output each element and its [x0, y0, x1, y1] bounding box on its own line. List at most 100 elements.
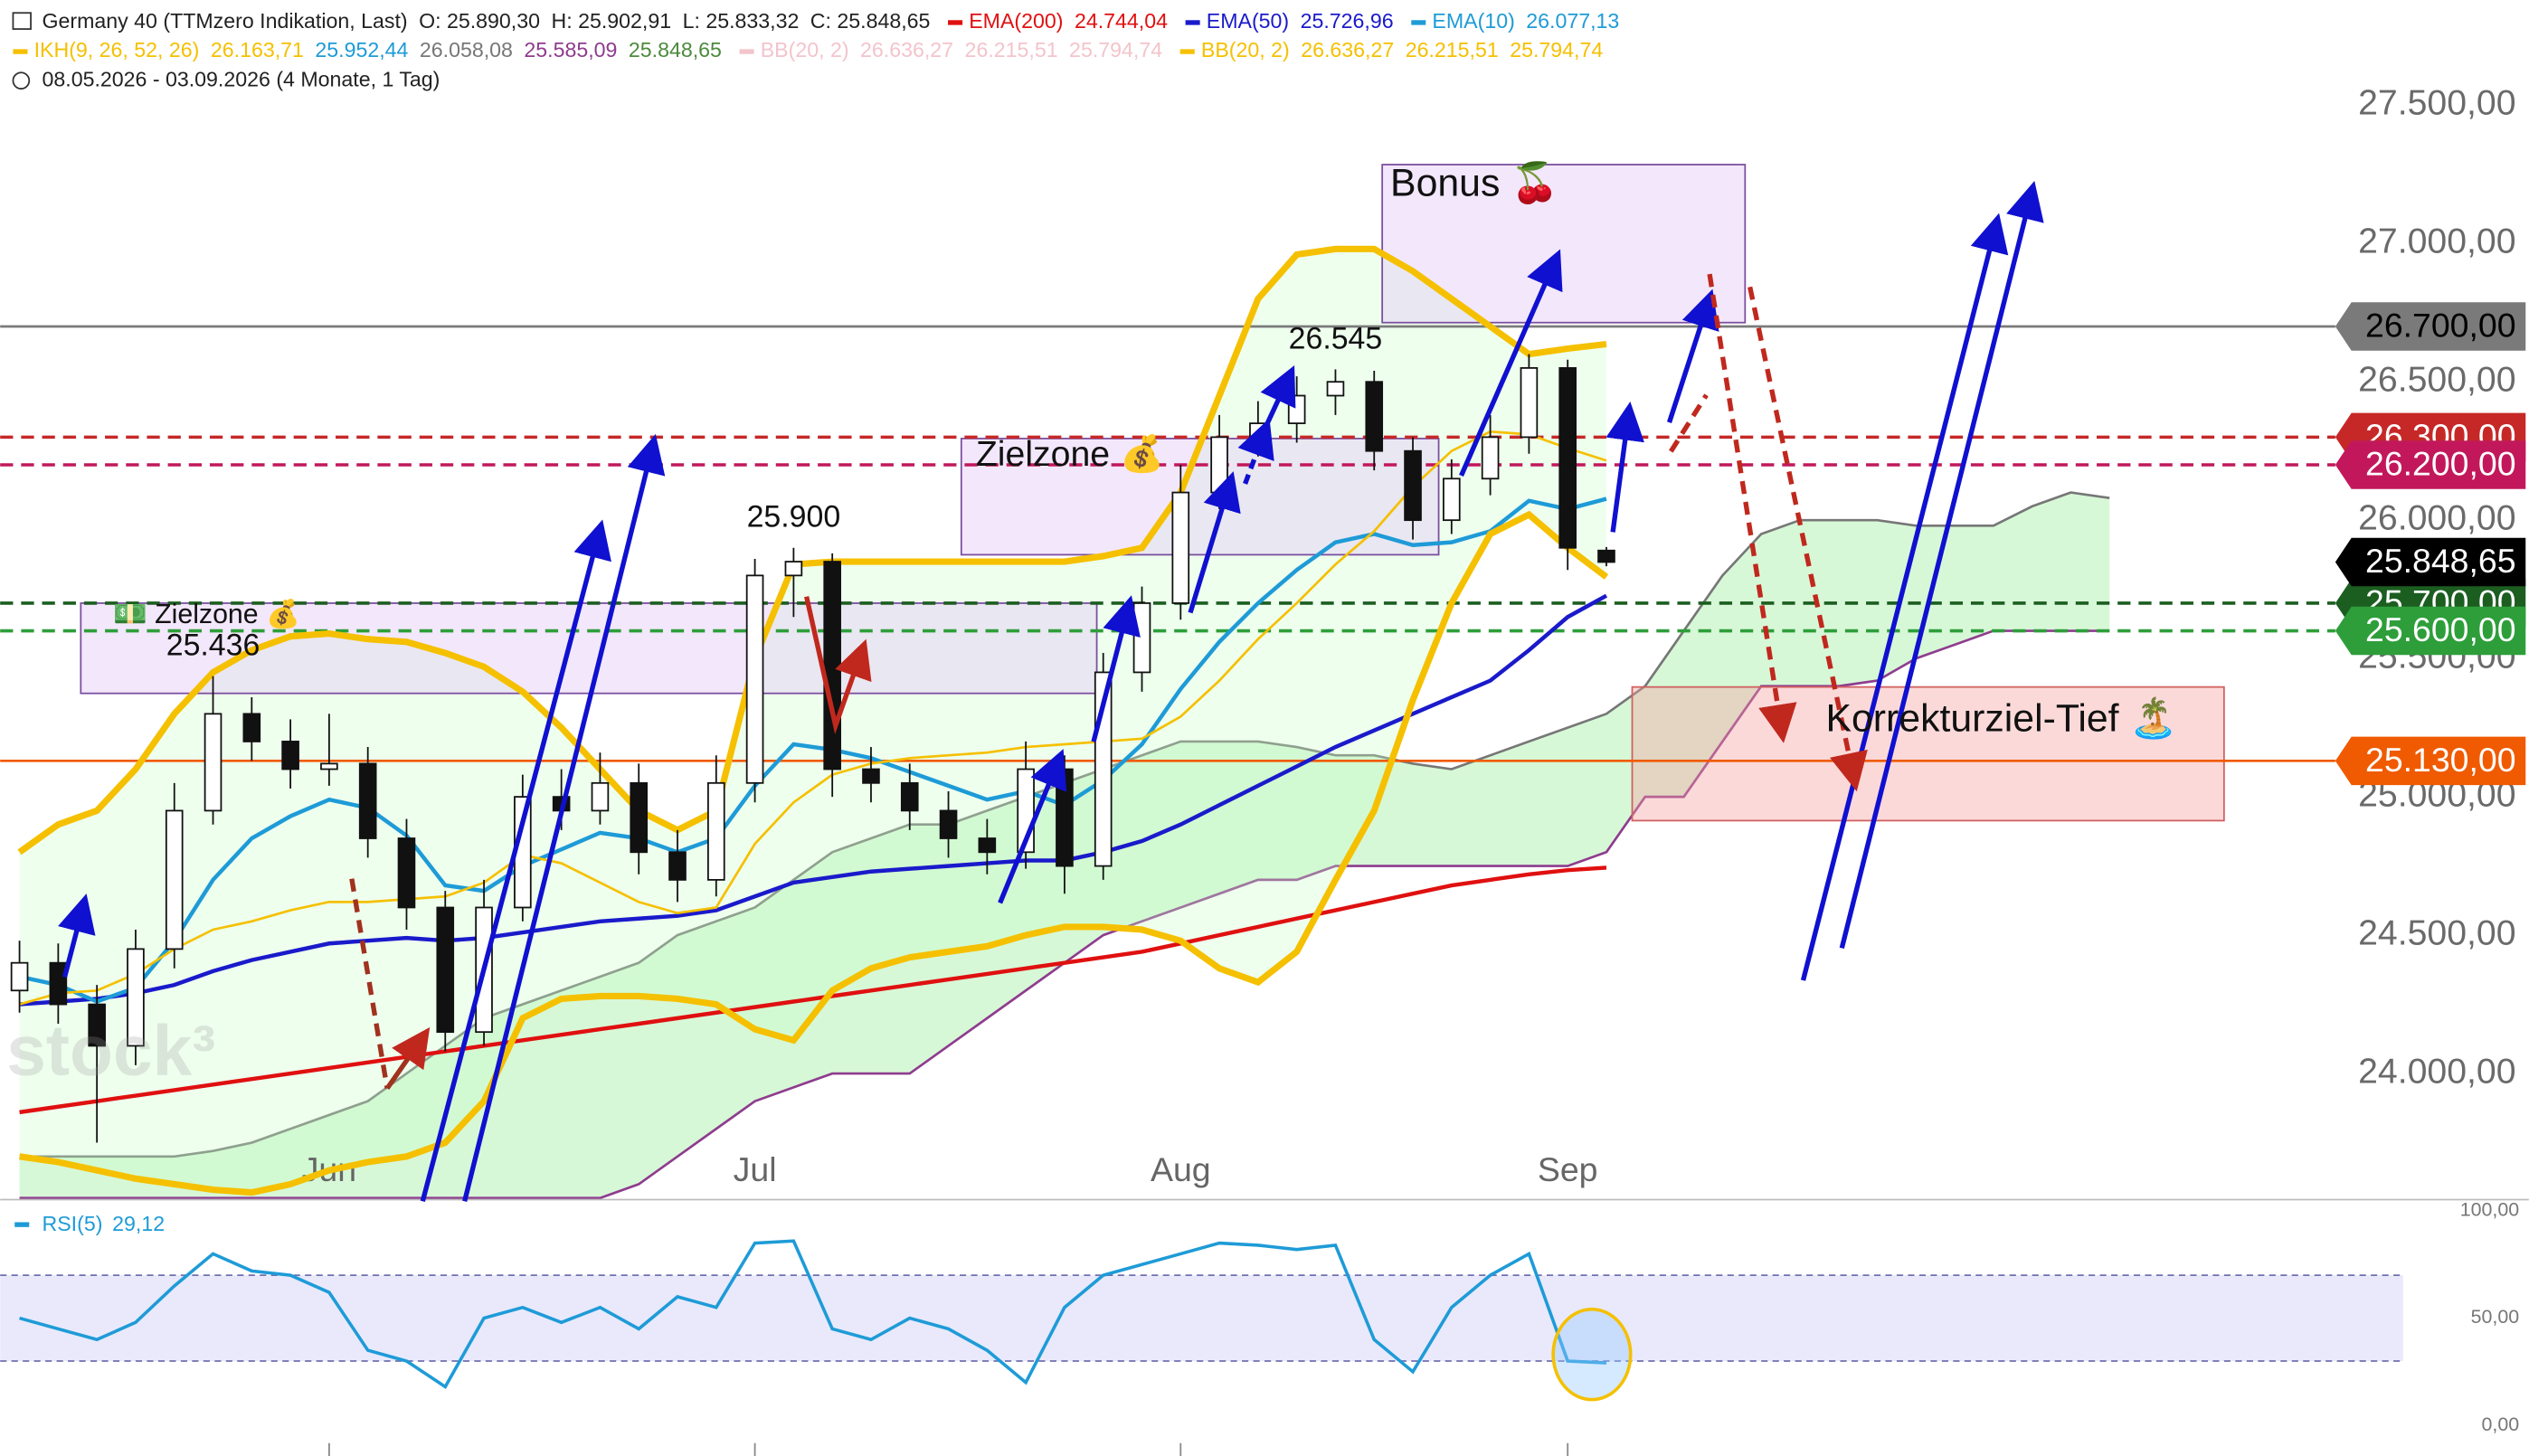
level-box: [2335, 606, 2526, 656]
candle-body: [320, 762, 338, 771]
candle-body: [630, 781, 649, 854]
arrows: [58, 181, 2044, 1402]
ohlc-value: L: 25.833,32: [683, 9, 800, 33]
indicator-value: 26.215,51: [965, 38, 1058, 61]
candle-body: [1365, 381, 1384, 452]
legend-name: EMA(10): [1432, 9, 1514, 33]
level-label: 25.130,00: [2365, 741, 2516, 779]
y-tick-label: 24.000,00: [2358, 1051, 2515, 1091]
level-box: [2335, 302, 2526, 351]
candle-body: [1558, 367, 1577, 549]
watermark: stock³: [6, 1011, 215, 1091]
level-label: 26.200,00: [2365, 445, 2516, 483]
instrument: Germany 40 (TTMzero Indikation, Last): [43, 9, 408, 33]
date-range: 08.05.2026 - 03.09.2026 (4 Monate, 1 Tag…: [43, 67, 440, 90]
rsi-legend: 29,12: [112, 1212, 165, 1235]
level-box: [2335, 537, 2526, 587]
level-box: [2335, 440, 2526, 489]
candle-body: [127, 948, 145, 1047]
candle-body: [1171, 491, 1190, 604]
ema-line: [19, 865, 1607, 1115]
level-label: 25.848,65: [2365, 542, 2516, 580]
candle-body: [591, 781, 610, 812]
candle-body: [204, 713, 223, 812]
ema-line: [19, 496, 1607, 1004]
indicator-value: 26.636,27: [860, 38, 953, 61]
candle-body: [706, 781, 725, 881]
legend-swatch: [14, 1222, 30, 1227]
clock-icon: [12, 71, 31, 90]
level-label: 25.600,00: [2365, 610, 2516, 648]
legend-value: 26.077,13: [1526, 9, 1619, 33]
candle-body: [358, 762, 377, 839]
y-tick-label: 24.500,00: [2358, 912, 2515, 952]
level-label: 26.700,00: [2365, 307, 2516, 345]
candle-body: [1287, 394, 1306, 424]
legend-name: EMA(200): [969, 9, 1063, 33]
candle-body: [668, 851, 687, 881]
rsi-legend: RSI(5): [43, 1212, 103, 1235]
candle-body: [900, 781, 919, 812]
y-tick-label: 26.000,00: [2358, 498, 2515, 538]
indicator-value: 26.058,08: [420, 38, 513, 61]
candle-body: [1132, 602, 1151, 674]
candle-body: [1404, 449, 1422, 522]
level-box: [2335, 736, 2526, 786]
candle-body: [862, 768, 880, 784]
bb-upper: [17, 245, 1607, 856]
legend-value: 25.726,96: [1301, 9, 1394, 33]
chart-icon: [12, 12, 32, 30]
candle-body: [397, 837, 416, 909]
legend-value: 24.744,04: [1075, 9, 1168, 33]
candle-body: [242, 713, 261, 742]
indicator-value: 25.952,44: [315, 38, 408, 61]
indicator-value: 25.794,74: [1069, 38, 1162, 61]
x-tick-label: Jul: [734, 1150, 777, 1188]
zone-label: Korrekturziel-Tief 🏝️: [1825, 695, 2177, 740]
indicator-value: 26.163,71: [211, 38, 304, 61]
candle-body: [1326, 381, 1345, 397]
candle-body: [436, 906, 455, 1034]
candle-body: [1597, 549, 1615, 563]
x-tick-label: Sep: [1538, 1150, 1598, 1188]
indicator-value: 25.585,09: [524, 38, 617, 61]
candle-body: [10, 961, 29, 992]
candle-body: [1443, 477, 1461, 522]
rsi-tick-label: 50,00: [2471, 1306, 2520, 1328]
rsi-tick-label: 100,00: [2460, 1199, 2519, 1221]
legend-value: 25.794,74: [1510, 38, 1603, 61]
candle-body: [1481, 436, 1500, 480]
zone-label: Zielzone 💰: [976, 433, 1164, 475]
legend-swatch: [948, 20, 963, 25]
candle-body: [745, 574, 764, 784]
candle-body: [165, 809, 184, 950]
high-annotation: 25.900: [747, 500, 841, 534]
candle-body: [1520, 367, 1539, 439]
zone-label: 💵 Zielzone 💰: [113, 598, 300, 630]
candle-body: [939, 809, 958, 839]
zone-label: Bonus 🍒: [1390, 160, 1558, 205]
legend-swatch: [1185, 20, 1200, 25]
rsi-line: [19, 1239, 1607, 1389]
indicator-name: BB(20, 2): [761, 38, 849, 61]
y-tick-label: 26.500,00: [2358, 360, 2515, 400]
legend-swatch: [739, 49, 754, 54]
legend-value: 26.636,27: [1301, 38, 1394, 61]
candle-body: [49, 961, 68, 1006]
legend-name: BB(20, 2): [1201, 38, 1290, 61]
rsi-tick-label: 0,00: [2482, 1413, 2520, 1435]
candle-body: [281, 741, 299, 771]
rsi-band: [0, 1275, 2403, 1361]
legend-name: EMA(50): [1207, 9, 1289, 33]
zone: [1631, 685, 2225, 822]
indicator-name: IKH(9, 26, 52, 26): [34, 38, 200, 61]
ema-line: [19, 593, 1608, 1007]
ohlc-value: O: 25.890,30: [419, 9, 540, 33]
ohlc-value: C: 25.848,65: [810, 9, 931, 33]
bb-middle: [19, 430, 1607, 1006]
legend-swatch: [13, 49, 28, 54]
high-annotation: 25.436: [166, 629, 260, 663]
y-tick-label: 27.000,00: [2358, 222, 2515, 261]
legend-swatch: [1411, 20, 1426, 25]
